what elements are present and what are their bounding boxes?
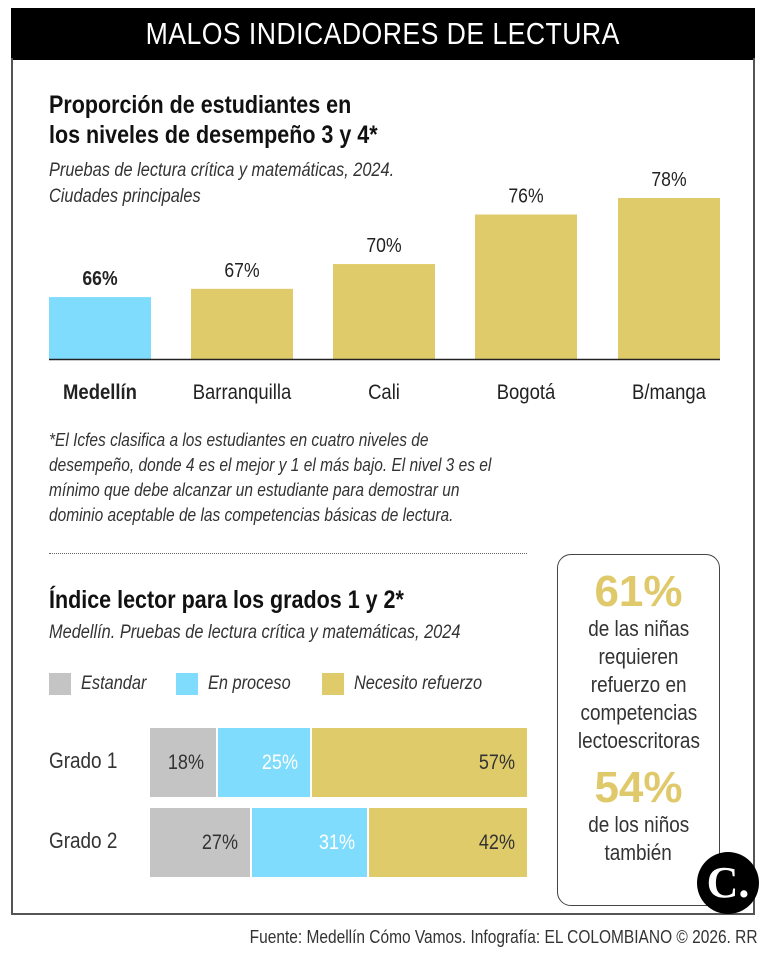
callout-line: también — [604, 840, 673, 865]
footnote-line: dominio aceptable de las competencias bá… — [49, 505, 454, 525]
chart1-footnote: *El Icfes clasifica a los estudiantes en… — [49, 428, 563, 528]
bar-3 — [475, 214, 577, 359]
header-title: MALOS INDICADORES DE LECTURA — [145, 16, 621, 51]
footnote-line: desempeño, donde 4 es el mejor y 1 el má… — [49, 455, 492, 475]
legend-swatch — [322, 673, 344, 695]
callout-line: refuerzo en — [590, 672, 687, 697]
legend-swatch — [176, 673, 198, 695]
bar-2 — [333, 264, 435, 359]
stacked-segment-necesito-refuerzo: 42% — [368, 808, 527, 877]
bar-value-label: 78% — [651, 168, 686, 190]
callout-text-girls: de las niñas requieren refuerzo en compe… — [558, 615, 719, 755]
city-bar-chart-svg: 66% Medellín 67% Barranquilla 70% Cali 76% Bogo… — [49, 168, 720, 404]
bar-value-label: 76% — [508, 184, 543, 206]
category-label: Barranquilla — [193, 381, 292, 404]
callout-line: competencias — [580, 700, 697, 725]
callout-line: requieren — [598, 644, 679, 669]
chart2-title: Índice lector para los grados 1 y 2* — [49, 585, 462, 615]
city-bar-chart: 66% Medellín 67% Barranquilla 70% Cali 76% Bogo… — [0, 0, 772, 420]
footnote-line: mínimo que debe alcanzar un estudiante p… — [49, 480, 460, 500]
callout-text-boys: de los niños también — [558, 811, 719, 867]
bar-value-label: 66% — [82, 267, 117, 289]
el-colombiano-logo: C. — [697, 852, 759, 914]
stacked-segment-estandar: 27% — [150, 808, 250, 877]
legend-label: Necesito refuerzo — [354, 673, 483, 694]
row-label: Grado 2 — [49, 828, 118, 853]
category-label: Medellín — [63, 381, 137, 404]
stacked-segment-en-proceso: 31% — [251, 808, 367, 877]
legend-item-en-proceso: En proceso — [176, 673, 304, 695]
chart1-title-line1: Proporción de estudiantes en — [49, 91, 352, 119]
legend-item-necesito-refuerzo: Necesito refuerzo — [322, 673, 503, 695]
bar-4 — [618, 198, 720, 359]
segment-value-label: 25% — [261, 750, 299, 774]
segment-value-label: 27% — [201, 830, 238, 854]
infographic-frame — [11, 58, 755, 915]
segment-value-label: 31% — [318, 830, 355, 854]
legend-label: En proceso — [208, 673, 291, 694]
bar-value-label: 70% — [366, 234, 401, 256]
segment-value-label: 42% — [478, 830, 515, 854]
callout-box: 61% de las niñas requieren refuerzo en c… — [557, 554, 720, 906]
bar-1 — [191, 288, 293, 359]
header-title-bar: MALOS INDICADORES DE LECTURA — [11, 8, 755, 60]
legend-swatch — [49, 673, 71, 695]
callout-line: de los niños — [588, 812, 689, 837]
bar-0 — [49, 297, 151, 359]
callout-stat-girls: 61% — [594, 567, 683, 616]
bar-value-label: 67% — [224, 259, 259, 281]
legend-label: Estandar — [81, 673, 147, 694]
legend-item-estandar: Estandar — [49, 673, 157, 695]
category-label: Cali — [368, 381, 400, 404]
callout-line: de las niñas — [588, 616, 689, 641]
stacked-segment-en-proceso: 25% — [217, 728, 311, 797]
callout-line: lectoescritoras — [577, 728, 700, 753]
chart2-subtitle: Medellín. Pruebas de lectura crítica y m… — [49, 620, 527, 646]
category-label: Bogotá — [497, 381, 556, 404]
chart1-subtitle-line1: Pruebas de lectura crítica y matemáticas… — [49, 160, 395, 181]
stacked-segment-estandar: 18% — [150, 728, 216, 797]
category-label: B/manga — [632, 381, 706, 404]
chart1-title: Proporción de estudiantes en los niveles… — [49, 90, 431, 150]
source-text: Fuente: Medellín Cómo Vamos. Infografía:… — [250, 927, 758, 947]
source-credit: Fuente: Medellín Cómo Vamos. Infografía:… — [0, 927, 758, 948]
row-label: Grado 1 — [49, 748, 118, 773]
segment-value-label: 57% — [478, 750, 515, 774]
segment-value-label: 18% — [167, 750, 204, 774]
chart1-title-line2: los niveles de desempeño 3 y 4* — [49, 121, 378, 149]
callout-stat-boys: 54% — [594, 763, 683, 812]
chart2-title-text: Índice lector para los grados 1 y 2* — [49, 586, 404, 614]
stacked-segment-necesito-refuerzo: 57% — [312, 728, 527, 797]
footnote-line: *El Icfes clasifica a los estudiantes en… — [49, 430, 429, 450]
chart2-subtitle-text: Medellín. Pruebas de lectura crítica y m… — [49, 622, 461, 643]
chart1-subtitle-line2: Ciudades principales — [49, 186, 201, 207]
chart1-subtitle: Pruebas de lectura crítica y matemáticas… — [49, 158, 450, 210]
section-divider — [49, 553, 527, 554]
